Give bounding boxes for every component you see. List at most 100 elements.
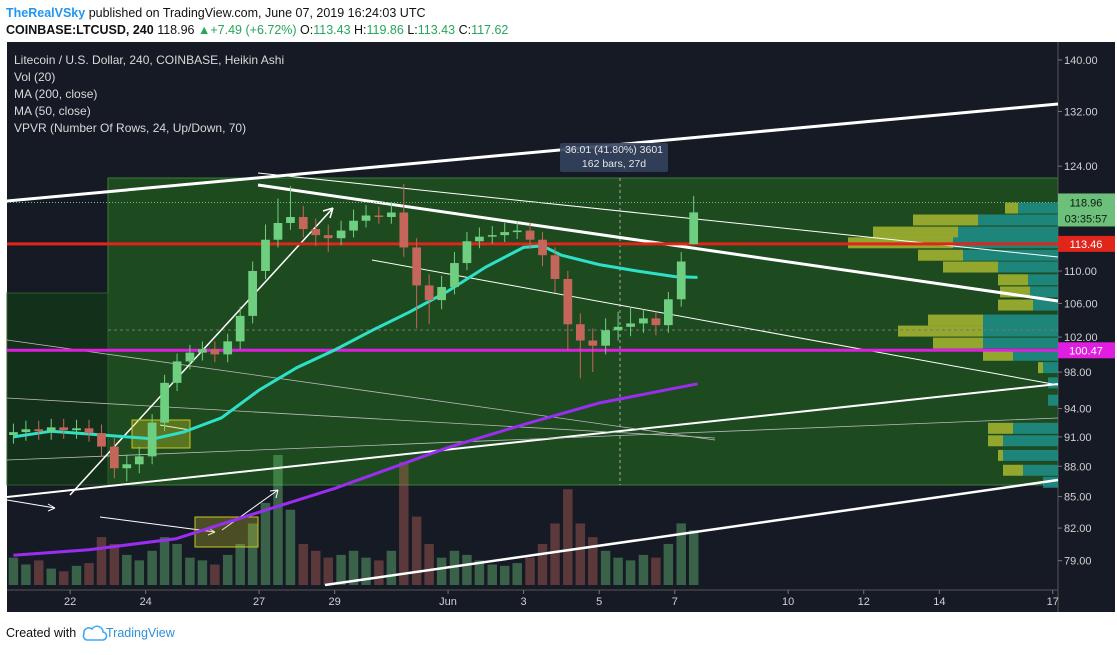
x-tick-label: 22 bbox=[64, 596, 76, 608]
trend-line bbox=[6, 339, 716, 441]
footer: Created with TradingView bbox=[6, 625, 176, 641]
candle-body bbox=[59, 427, 69, 431]
candle-body bbox=[374, 215, 384, 217]
low-value: 113.43 bbox=[418, 23, 455, 37]
measure-tooltip: 36.01 (41.80%) 3601 162 bars, 27d bbox=[560, 143, 668, 172]
candle-body bbox=[626, 323, 635, 327]
x-tick-label: 17 bbox=[1047, 596, 1059, 608]
vpvr-down bbox=[943, 261, 998, 273]
author[interactable]: TheRealVSky bbox=[6, 6, 85, 20]
vpvr-up bbox=[1030, 286, 1058, 298]
candle-body bbox=[84, 428, 94, 434]
volume-bar bbox=[361, 557, 371, 585]
price-label: 100.47 bbox=[1069, 345, 1103, 357]
x-tick-label: 29 bbox=[329, 596, 341, 608]
legend: Litecoin / U.S. Dollar, 240, COINBASE, H… bbox=[14, 53, 284, 135]
volume-bar bbox=[525, 557, 535, 585]
volume-bar bbox=[613, 557, 623, 585]
tooltip-text: 36.01 (41.80%) 3601 bbox=[565, 144, 663, 156]
vpvr-down bbox=[1005, 202, 1018, 214]
y-tick-label: 132.00 bbox=[1064, 106, 1098, 118]
vpvr-down bbox=[933, 337, 983, 349]
candle-body bbox=[487, 235, 497, 237]
y-tick-label: 82.00 bbox=[1064, 523, 1092, 535]
volume-bar bbox=[96, 537, 107, 585]
volume-bar bbox=[134, 560, 145, 585]
volume-bar bbox=[84, 563, 94, 585]
ohlc-label: L: bbox=[407, 23, 417, 37]
volume-bar bbox=[550, 523, 560, 585]
candle-body bbox=[349, 220, 358, 231]
vpvr-up bbox=[983, 337, 1058, 349]
volume-bar bbox=[563, 489, 573, 585]
candle-body bbox=[361, 215, 371, 221]
vpvr-down bbox=[928, 314, 983, 326]
y-tick-label: 110.00 bbox=[1064, 266, 1097, 278]
candle-body bbox=[525, 230, 535, 240]
price-label-box bbox=[1058, 235, 1115, 252]
volume-bar bbox=[436, 557, 447, 585]
candle-body bbox=[399, 212, 409, 248]
price-lines bbox=[7, 201, 1058, 352]
volume-bar bbox=[58, 571, 69, 585]
vpvr-up bbox=[1048, 394, 1058, 406]
volume-bar bbox=[474, 560, 485, 585]
y-tick-label: 79.00 bbox=[1064, 556, 1092, 568]
price-label: 113.46 bbox=[1070, 239, 1103, 251]
volume-bar bbox=[34, 560, 44, 585]
ohlc-label: O: bbox=[300, 23, 313, 37]
volume-bar bbox=[298, 543, 309, 585]
volume-layer bbox=[8, 455, 699, 585]
tooltip-box bbox=[560, 143, 668, 172]
candle-body bbox=[261, 239, 270, 271]
y-tick-label: 98.00 bbox=[1064, 367, 1092, 379]
moving-averages bbox=[13, 244, 698, 557]
ohlc-label: C: bbox=[459, 23, 472, 37]
footer-text: Created with bbox=[6, 626, 76, 640]
candle-body bbox=[323, 235, 333, 239]
candle-body bbox=[34, 429, 44, 432]
volume-bar bbox=[210, 564, 220, 585]
volume-bar bbox=[235, 543, 245, 585]
candle-body bbox=[588, 340, 598, 346]
x-tick-label: 7 bbox=[672, 596, 678, 608]
x-tick-label: 3 bbox=[521, 596, 527, 608]
candle-body bbox=[689, 212, 699, 245]
symbol: COINBASE:LTCUSD, 240 bbox=[6, 23, 154, 37]
vpvr-up bbox=[1013, 422, 1058, 434]
volume-bar bbox=[676, 523, 686, 585]
candle-body bbox=[311, 229, 321, 236]
trend-line bbox=[6, 102, 1059, 203]
candle-body bbox=[46, 427, 56, 432]
candle-body bbox=[651, 318, 661, 326]
candle-body bbox=[676, 261, 686, 300]
volume-bar bbox=[109, 543, 120, 585]
ma-line bbox=[13, 382, 698, 557]
vpvr-down bbox=[998, 274, 1028, 286]
y-tick-label: 94.00 bbox=[1064, 404, 1092, 416]
vpvr-up bbox=[983, 325, 1058, 337]
volume-bar bbox=[323, 557, 333, 585]
vpvr-up bbox=[1028, 274, 1058, 286]
vpvr-down bbox=[873, 226, 958, 238]
x-tick-label: 12 bbox=[858, 596, 870, 608]
candle-body bbox=[210, 349, 220, 355]
volume-bar bbox=[663, 543, 674, 585]
volume-bar bbox=[688, 530, 699, 585]
volume-bar bbox=[575, 523, 586, 585]
green-zone-left bbox=[6, 292, 109, 486]
candle-body bbox=[386, 212, 396, 217]
volume-bar bbox=[147, 550, 157, 585]
candle-body bbox=[450, 263, 459, 288]
last-price-label: 118.96 bbox=[1070, 197, 1103, 209]
candle-body bbox=[9, 432, 18, 436]
candle-body bbox=[147, 422, 157, 457]
logo bbox=[82, 625, 108, 641]
vpvr-down bbox=[1000, 286, 1030, 298]
volume-bar bbox=[386, 550, 397, 585]
candle-body bbox=[122, 464, 132, 469]
y-tick-label: 140.00 bbox=[1064, 55, 1098, 67]
brand[interactable]: TradingView bbox=[106, 626, 176, 640]
arrow bbox=[6, 499, 56, 512]
volume-bar bbox=[462, 554, 472, 585]
